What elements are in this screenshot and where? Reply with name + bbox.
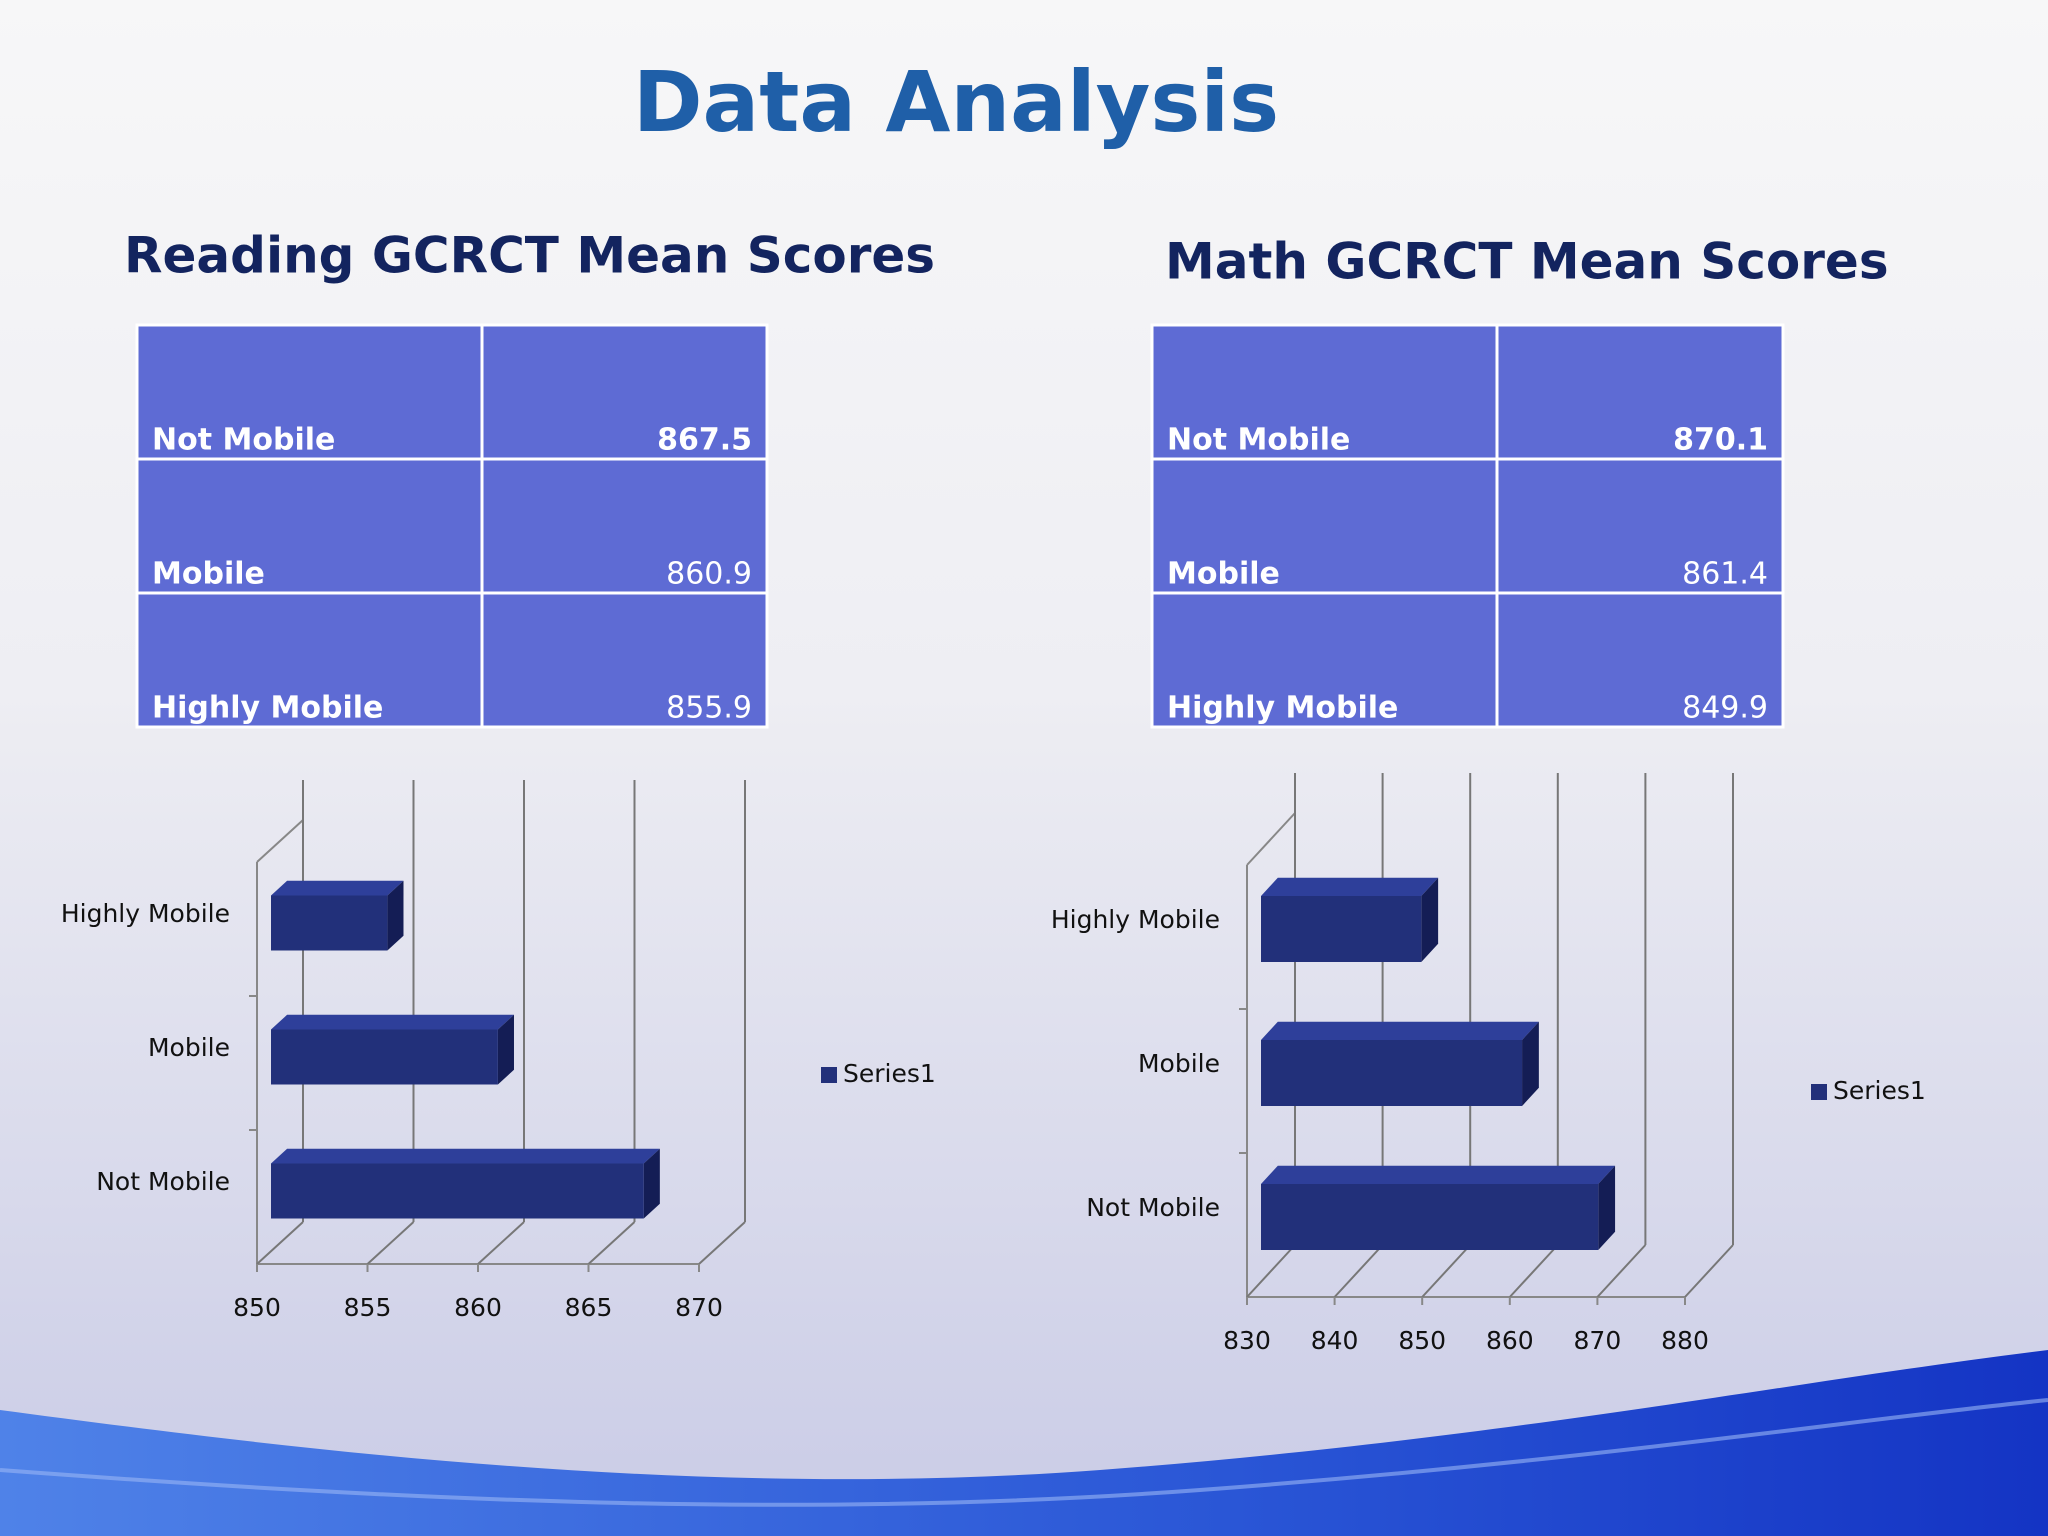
grid-line <box>1246 1244 1296 1298</box>
bar-side <box>1522 1021 1539 1106</box>
legend-swatch <box>1811 1084 1827 1100</box>
grid-line <box>477 1221 525 1265</box>
row-label: Highly Mobile <box>152 691 383 726</box>
table-title: Reading GCRCT Mean Scores <box>124 227 935 285</box>
y-tick-label: Mobile <box>1138 1049 1220 1078</box>
bar-side <box>643 1148 660 1219</box>
legend-label: Series1 <box>843 1059 936 1088</box>
wave-line <box>0 1398 2048 1507</box>
x-tick-label: 880 <box>1661 1326 1709 1355</box>
grid-line <box>366 1221 415 1265</box>
bar-side <box>387 880 404 951</box>
y-tick-label: Highly Mobile <box>1051 905 1220 934</box>
bar-top <box>1261 1021 1539 1040</box>
row-value: 867.5 <box>657 423 752 458</box>
grid-line <box>1509 1244 1559 1298</box>
bar <box>271 1163 644 1219</box>
bar <box>1261 896 1422 962</box>
bar <box>1261 1184 1599 1250</box>
grid-line <box>1333 1244 1384 1298</box>
x-tick-label: 860 <box>1486 1326 1534 1355</box>
x-tick-label: 870 <box>675 1293 723 1322</box>
x-tick-label: 860 <box>454 1293 502 1322</box>
bar-top <box>1261 1165 1616 1184</box>
row-label: Highly Mobile <box>1167 691 1398 726</box>
bar <box>271 895 388 951</box>
grid-line <box>698 1221 746 1265</box>
row-value: 849.9 <box>1682 691 1768 726</box>
row-value: 855.9 <box>666 691 752 726</box>
x-tick-label: 870 <box>1574 1326 1622 1355</box>
legend-swatch <box>821 1067 837 1083</box>
bar-top <box>271 1014 514 1030</box>
bar-top <box>271 880 404 896</box>
grid-line <box>1596 1244 1647 1298</box>
y-tick-label: Highly Mobile <box>61 899 230 928</box>
grid-line <box>1684 1244 1734 1298</box>
wall-line <box>1246 812 1296 866</box>
wall-line <box>256 819 304 863</box>
table-cell <box>135 323 484 461</box>
table-cell <box>1150 457 1499 595</box>
row-label: Mobile <box>152 557 265 592</box>
bar-top <box>271 1148 660 1164</box>
table-cell <box>1150 591 1499 729</box>
table-cell <box>480 323 769 461</box>
bar-side <box>497 1014 514 1085</box>
bar-side <box>1598 1165 1616 1250</box>
x-tick-label: 830 <box>1223 1326 1271 1355</box>
table-cell <box>1150 323 1499 461</box>
x-tick-label: 865 <box>565 1293 613 1322</box>
slide-title: Data Analysis <box>633 53 1279 151</box>
wave <box>0 1350 2048 1536</box>
row-label: Mobile <box>1167 557 1280 592</box>
table-title: Math GCRCT Mean Scores <box>1165 233 1889 291</box>
bar <box>271 1029 498 1085</box>
y-tick-label: Mobile <box>148 1033 230 1062</box>
x-tick-label: 840 <box>1311 1326 1359 1355</box>
bar-top <box>1261 877 1439 896</box>
grid-line <box>587 1221 636 1265</box>
grid-line <box>256 1221 304 1265</box>
table-cell <box>1495 457 1785 595</box>
table-cell <box>135 591 484 729</box>
x-tick-label: 850 <box>1398 1326 1446 1355</box>
row-value: 870.1 <box>1673 423 1768 458</box>
x-tick-label: 855 <box>344 1293 392 1322</box>
grid-line <box>1421 1244 1471 1298</box>
y-tick-label: Not Mobile <box>1086 1193 1220 1222</box>
row-label: Not Mobile <box>152 423 335 458</box>
legend-label: Series1 <box>1833 1076 1926 1105</box>
row-value: 861.4 <box>1682 557 1768 592</box>
bar-side <box>1421 877 1439 962</box>
bar <box>1261 1040 1523 1106</box>
y-tick-label: Not Mobile <box>96 1167 230 1196</box>
table-cell <box>1495 591 1785 729</box>
table-cell <box>480 591 769 729</box>
table-cell <box>1495 323 1785 461</box>
x-tick-label: 850 <box>233 1293 281 1322</box>
row-label: Not Mobile <box>1167 423 1350 458</box>
row-value: 860.9 <box>666 557 752 592</box>
